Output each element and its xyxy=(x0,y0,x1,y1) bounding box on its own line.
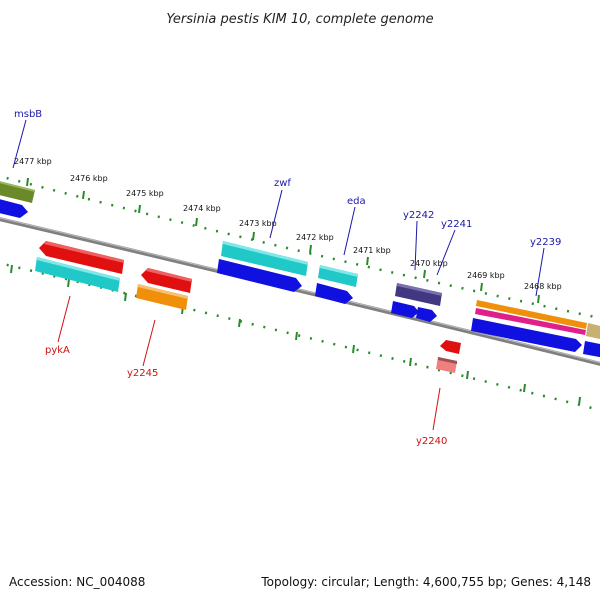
major-tick xyxy=(466,370,469,380)
major-tick xyxy=(26,177,29,187)
gene-feature-blue[interactable] xyxy=(315,283,353,304)
gene-feature-olive-shade xyxy=(0,181,35,192)
tick-label: 2474 kbp xyxy=(183,204,221,213)
gene-feature-khaki[interactable] xyxy=(586,323,600,340)
major-tick xyxy=(252,231,255,241)
tick-label: 2476 kbp xyxy=(70,174,108,183)
gene-labels: msbB zwf eda y2242 y2241 y2239 pykA y224… xyxy=(14,109,561,447)
major-tick xyxy=(352,344,355,354)
major-tick xyxy=(366,256,369,266)
tick-label: 2469 kbp xyxy=(467,271,505,280)
accession-text: Accession: NC_004088 xyxy=(9,575,145,589)
gene-label[interactable]: y2241 xyxy=(441,219,472,230)
genome-backbone-highlight xyxy=(0,217,600,364)
tick-label: 2471 kbp xyxy=(353,246,391,255)
major-tick xyxy=(480,282,483,292)
gene-feature-navy-shade xyxy=(397,283,442,296)
gene-feature-cyan[interactable] xyxy=(35,257,120,292)
leader-y2239 xyxy=(535,247,545,297)
genome-backbone xyxy=(0,217,600,366)
minus-strand-features xyxy=(35,241,461,373)
gene-label[interactable]: pykA xyxy=(45,345,70,356)
tick-label: 2475 kbp xyxy=(126,189,164,198)
major-tick xyxy=(238,318,241,328)
major-tick xyxy=(409,357,412,367)
gene-feature-orange-shade xyxy=(138,284,188,299)
outer-tick-ring xyxy=(0,175,600,320)
gene-label[interactable]: eda xyxy=(347,196,366,207)
tick-label: 2477 kbp xyxy=(14,157,52,166)
gene-feature-orange[interactable] xyxy=(136,284,188,310)
gene-feature-blue[interactable] xyxy=(416,307,437,322)
tick-label: 2470 kbp xyxy=(410,259,448,268)
gene-feature-blue[interactable] xyxy=(0,198,28,218)
major-tick xyxy=(124,292,127,302)
gene-feature-orange[interactable] xyxy=(476,300,587,329)
gene-feature-olive[interactable] xyxy=(0,180,35,203)
leader-y2245 xyxy=(142,319,156,367)
major-tick xyxy=(10,264,13,274)
gene-feature-cyan[interactable] xyxy=(221,241,308,276)
major-tick xyxy=(578,396,581,406)
leader-y2242 xyxy=(414,220,418,271)
gene-feature-cyan-shade xyxy=(320,265,358,277)
major-tick xyxy=(138,204,141,214)
gene-feature-magenta[interactable] xyxy=(475,308,586,335)
leader-msbB xyxy=(12,119,27,169)
gene-feature-blue[interactable] xyxy=(391,301,419,318)
major-ticks xyxy=(26,177,540,304)
major-tick xyxy=(423,269,426,279)
tick-labels: 2477 kbp 2476 kbp 2475 kbp 2474 kbp 2473… xyxy=(14,157,562,291)
major-tick xyxy=(195,217,198,227)
gene-feature-red-shade xyxy=(44,241,124,263)
map-title: Yersinia pestis KIM 10, complete genome xyxy=(166,12,433,27)
inner-tick-ring xyxy=(0,261,600,412)
gene-feature-cyan[interactable] xyxy=(318,265,358,287)
plus-strand-features xyxy=(0,180,600,358)
gene-feature-blue[interactable] xyxy=(471,318,582,352)
gene-label[interactable]: msbB xyxy=(14,109,42,120)
tick-label: 2472 kbp xyxy=(296,233,334,242)
leader-eda xyxy=(343,206,356,256)
gene-label[interactable]: y2245 xyxy=(127,368,158,379)
genome-summary-text: Topology: circular; Length: 4,600,755 bp… xyxy=(260,575,591,589)
major-tick xyxy=(309,244,312,254)
major-tick xyxy=(523,383,526,393)
gene-feature-blue[interactable] xyxy=(217,259,302,292)
gene-feature-salmon-shade xyxy=(438,357,457,364)
leader-zwf xyxy=(269,189,283,239)
gene-feature-cyan-shade xyxy=(37,257,120,281)
gene-label[interactable]: y2240 xyxy=(416,436,447,447)
gene-feature-red[interactable] xyxy=(141,268,192,293)
gene-label[interactable]: y2242 xyxy=(403,210,434,221)
gene-feature-blue[interactable] xyxy=(583,341,600,358)
gene-feature-cyan-shade xyxy=(223,241,308,265)
major-tick xyxy=(82,190,85,200)
label-leaders xyxy=(12,119,545,431)
major-tick xyxy=(295,331,298,341)
gene-feature-red-shade xyxy=(146,268,192,282)
gene-label[interactable]: y2239 xyxy=(530,237,561,248)
leader-pykA xyxy=(57,295,71,343)
leader-y2240 xyxy=(432,387,441,431)
major-tick xyxy=(67,278,70,288)
gene-feature-red[interactable] xyxy=(440,340,461,354)
tick-label: 2468 kbp xyxy=(524,282,562,291)
leader-y2241 xyxy=(436,229,456,276)
gene-feature-red[interactable] xyxy=(39,241,124,274)
major-tick xyxy=(537,294,540,304)
gene-label[interactable]: zwf xyxy=(274,178,291,189)
gene-feature-navy[interactable] xyxy=(395,283,442,306)
tick-label: 2473 kbp xyxy=(239,219,277,228)
